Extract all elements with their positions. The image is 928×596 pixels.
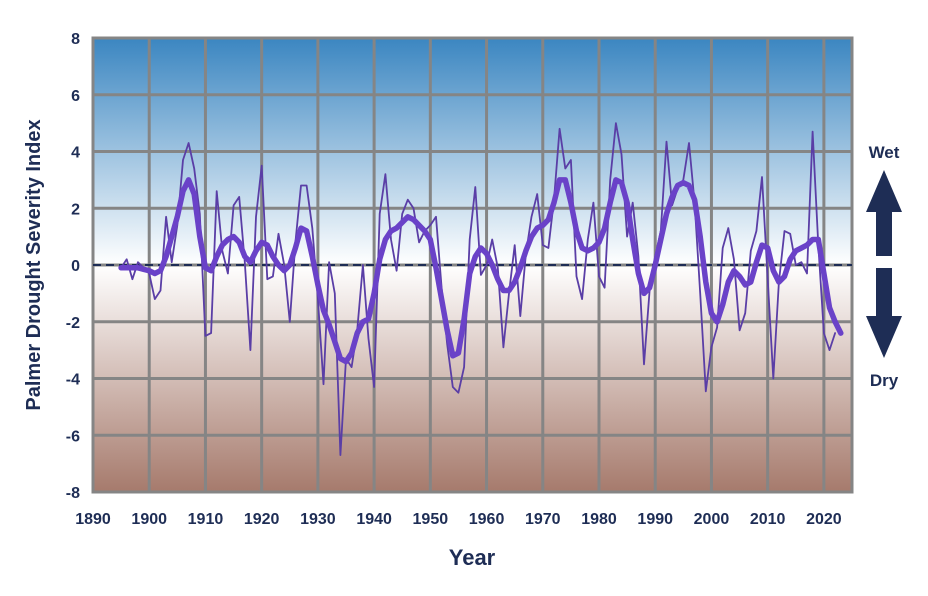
y-axis-label: Palmer Drought Severity Index — [23, 119, 45, 410]
y-tick-label: 0 — [71, 258, 80, 275]
x-tick-label: 1980 — [581, 511, 617, 528]
x-tick-label: 1970 — [525, 511, 561, 528]
wet-arrow-icon — [866, 170, 902, 256]
y-tick-labels: -8 -6 -4 -2 0 2 4 6 8 — [66, 31, 80, 502]
wet-label: Wet — [869, 143, 900, 162]
smoothed-series-line — [118, 177, 844, 365]
y-tick-label: -4 — [66, 372, 80, 389]
x-tick-label: 1950 — [413, 511, 449, 528]
x-tick-label: 1960 — [469, 511, 505, 528]
y-tick-label: 6 — [71, 88, 80, 105]
y-tick-label: -6 — [66, 428, 80, 445]
dry-label: Dry — [870, 371, 899, 390]
dry-arrow-icon — [866, 268, 902, 358]
y-tick-label: -8 — [66, 485, 80, 502]
x-tick-label: 2020 — [806, 511, 842, 528]
x-tick-label: 1940 — [356, 511, 392, 528]
y-tick-label: 2 — [71, 201, 80, 218]
x-tick-label: 1930 — [300, 511, 336, 528]
x-tick-label: 2000 — [694, 511, 730, 528]
x-tick-label: 1910 — [188, 511, 224, 528]
annual-series-line — [120, 122, 836, 457]
y-tick-label: -2 — [66, 315, 80, 332]
x-tick-labels: 1890 1900 1910 1920 1930 1940 1950 1960 1970 1980… — [75, 511, 842, 528]
x-tick-label: 1990 — [637, 511, 673, 528]
x-tick-label: 1890 — [75, 511, 111, 528]
x-tick-label: 1900 — [131, 511, 167, 528]
y-tick-label: 4 — [71, 145, 80, 162]
x-axis-label: Year — [449, 545, 496, 570]
y-tick-label: 8 — [71, 31, 80, 48]
x-tick-label: 2010 — [750, 511, 786, 528]
x-tick-label: 1920 — [244, 511, 280, 528]
